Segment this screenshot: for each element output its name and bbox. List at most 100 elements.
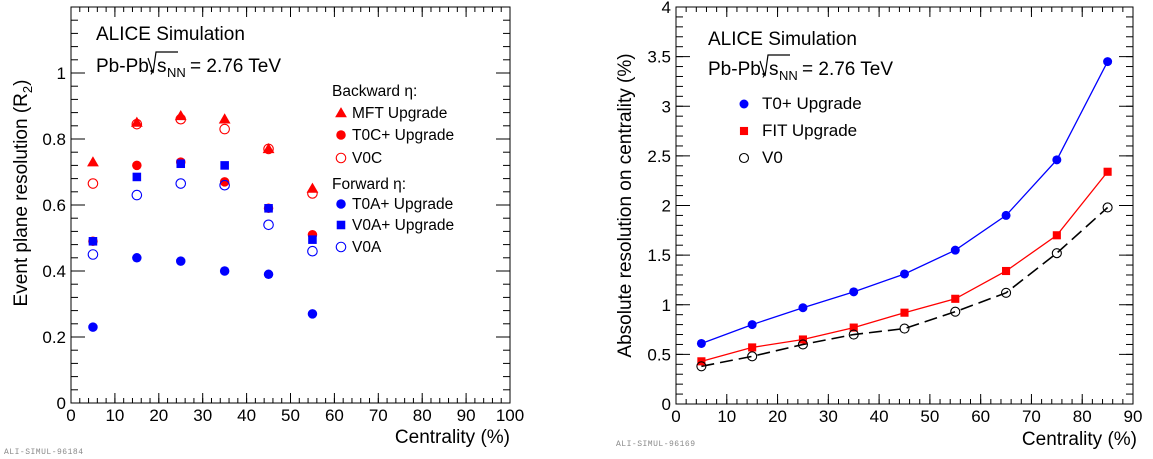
series-line [701, 206, 1109, 368]
legend-marker [336, 130, 346, 140]
panel-title: ALICE Simulation [96, 24, 245, 45]
data-point [849, 287, 859, 297]
legend-heading: Forward η: [332, 176, 406, 193]
x-tick-label: 50 [281, 406, 300, 425]
x-tick-label: 0 [671, 407, 680, 426]
panel-title: ALICE Simulation [708, 29, 857, 50]
y-tick-label: 0.8 [42, 130, 66, 149]
x-tick-label: 20 [149, 406, 168, 425]
data-point [848, 329, 859, 340]
data-point [1102, 202, 1113, 213]
subtitle-prefix: Pb-Pb, [708, 59, 766, 80]
legend-label: T0A+ Upgrade [352, 196, 453, 213]
x-tick-label: 0 [66, 406, 75, 425]
subtitle-suffix: = 2.76 TeV [190, 56, 281, 77]
subtitle-prefix: Pb-Pb, [96, 56, 154, 77]
y-tick-label: 0.4 [42, 262, 66, 281]
data-point [87, 178, 99, 189]
legend-marker [335, 107, 347, 118]
y-tick-label: 0.5 [647, 345, 671, 364]
data-point [307, 309, 318, 319]
data-point [307, 188, 318, 199]
legend-heading: Backward η: [332, 83, 417, 100]
data-point [87, 249, 99, 260]
x-tick-label: 20 [768, 407, 787, 426]
data-point [175, 178, 187, 189]
x-tick-label: 30 [193, 406, 212, 425]
legend-marker [336, 220, 346, 230]
data-point [131, 118, 143, 130]
x-tick-label: 70 [369, 406, 388, 425]
data-point [219, 123, 230, 135]
data-point [218, 113, 231, 124]
data-point [1051, 248, 1062, 259]
legend-label: V0A [352, 239, 382, 256]
data-point [1002, 266, 1011, 276]
data-point [747, 351, 758, 362]
data-point [88, 322, 98, 332]
x-tick-label: 60 [325, 406, 344, 425]
data-point [263, 143, 274, 155]
x-tick-label: 40 [237, 406, 256, 425]
data-point [174, 110, 187, 121]
subtitle-suffix: = 2.76 TeV [802, 59, 893, 80]
y-axis-title: Absolute resolution on centrality (%) [615, 53, 636, 357]
data-point [849, 323, 858, 332]
x-tick-label: 70 [1022, 407, 1041, 426]
y-tick-label: 1 [662, 296, 671, 315]
data-point [950, 245, 960, 255]
x-tick-label: 80 [413, 406, 432, 425]
y-tick-label: 0 [662, 395, 671, 414]
data-point [132, 172, 142, 182]
y-tick-label: 1 [57, 64, 66, 83]
data-point [262, 143, 275, 154]
data-point [308, 235, 317, 244]
y-tick-label: 3.5 [647, 48, 671, 67]
x-tick-label: 50 [920, 407, 939, 426]
legend-marker [739, 99, 749, 109]
data-point [1001, 210, 1011, 220]
right-panel-centrality-resolution: 0 10 20 30 40 50 60 70 80 90 0 0.5 1 1.5 2 2.5 3 3.5 4 Cent… [615, 0, 1142, 450]
x-tick-label: 10 [717, 407, 736, 426]
data-point [219, 266, 230, 276]
data-point [263, 269, 274, 280]
legend-marker [739, 126, 749, 136]
data-point [130, 116, 143, 127]
data-point [748, 343, 757, 352]
legend-label: V0A+ Upgrade [352, 217, 454, 234]
x-tick-label: 30 [819, 407, 838, 426]
x-tick-label: 10 [105, 406, 124, 425]
data-point [696, 338, 706, 348]
legend-marker [336, 199, 346, 209]
y-tick-label: 0.2 [42, 328, 66, 347]
data-point [747, 320, 757, 330]
y-tick-label: 2.5 [647, 147, 671, 166]
data-point [263, 219, 274, 231]
legend-label: T0+ Upgrade [762, 94, 862, 113]
data-point [1103, 167, 1112, 176]
legend-label: FIT Upgrade [762, 121, 857, 140]
y-tick-label: 3 [662, 97, 671, 116]
data-point [220, 161, 229, 170]
y-tick-label: 2 [662, 197, 671, 216]
subtitle-sqrt-s: s [157, 56, 167, 77]
data-point [951, 294, 960, 303]
data-point [219, 179, 230, 191]
data-point [132, 253, 142, 263]
data-point [175, 113, 187, 125]
y-tick-label: 0.6 [42, 196, 66, 215]
x-tick-label: 100 [496, 406, 524, 425]
y-tick-label: 1.5 [647, 246, 671, 265]
data-point [176, 159, 186, 169]
data-point [87, 156, 99, 167]
legend-marker [738, 152, 750, 164]
subtitle-sqrt-sub: NN [779, 68, 798, 83]
y-tick-label: 4 [662, 0, 671, 17]
legend-label: V0C [352, 150, 382, 167]
sqrt-sign [147, 51, 178, 74]
data-point [132, 160, 142, 171]
x-tick-label: 60 [971, 407, 990, 426]
watermark-label: ALI-SIMUL-96169 [616, 440, 696, 449]
y-axis-title: Event plane resolution (R2) [11, 80, 35, 307]
